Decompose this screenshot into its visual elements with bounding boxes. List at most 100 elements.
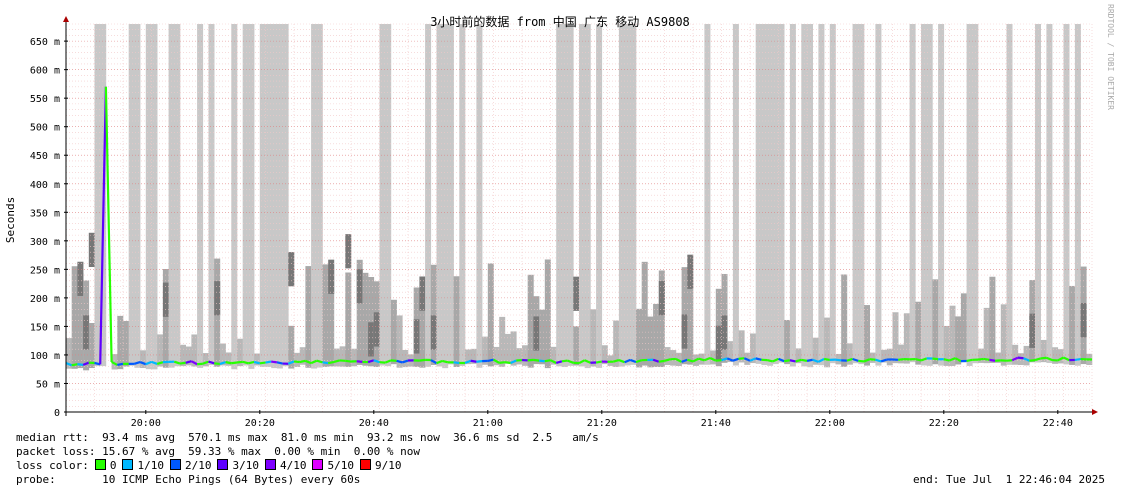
smoke-band	[658, 270, 665, 368]
median-segment	[117, 362, 124, 367]
smoke-band	[231, 24, 238, 370]
smoke-band	[145, 24, 152, 370]
smoke-band	[881, 349, 888, 363]
smoke-band	[641, 261, 648, 366]
median-segment	[287, 360, 295, 365]
median-segment	[755, 357, 762, 361]
median-segment	[464, 359, 472, 364]
smoke-band	[328, 264, 335, 367]
median-segment	[801, 358, 808, 362]
smoke-band	[305, 266, 312, 368]
median-segment	[789, 359, 796, 363]
smoke-band-dark	[687, 254, 694, 289]
smoke-band	[539, 309, 546, 365]
median-segment	[595, 360, 602, 364]
loss-swatch	[94, 459, 106, 470]
y-tick-label: 550 m	[30, 94, 60, 105]
y-tick-label: 600 m	[30, 66, 60, 77]
smoke-band	[254, 353, 261, 366]
median-segment	[743, 357, 751, 362]
smoke-band	[727, 341, 734, 363]
x-tick-label: 21:20	[587, 418, 617, 429]
median-segment	[846, 357, 853, 362]
loss-swatch-label: 1/10	[137, 459, 164, 472]
median-segment	[726, 357, 734, 362]
packet-loss-stats: packet loss: 15.67 % avg 59.33 % max 0.0…	[16, 445, 420, 458]
median-segment	[675, 357, 683, 363]
smoke-band	[807, 24, 813, 368]
median-segment	[863, 358, 871, 363]
smoke-band	[921, 24, 927, 366]
median-segment	[196, 362, 203, 366]
median-segment	[1029, 359, 1036, 362]
loss-swatch-label: 4/10	[279, 459, 307, 472]
smoke-band-dark	[373, 312, 380, 347]
smoke-band	[710, 350, 717, 365]
median-segment	[766, 359, 774, 363]
smoke-band-dark	[162, 282, 169, 317]
smoke-band	[869, 352, 876, 363]
median-segment	[852, 357, 859, 362]
smoke-band-dark	[345, 234, 352, 269]
x-tick-label: 20:20	[245, 418, 275, 429]
end-time: end: Tue Jul 1 22:46:04 2025	[912, 473, 1105, 486]
median-segment	[538, 359, 545, 363]
x-tick-label: 22:00	[815, 418, 845, 429]
median-segment	[65, 361, 73, 367]
smoke-band	[550, 346, 557, 365]
smoke-band	[71, 266, 78, 369]
median-segment	[236, 360, 243, 364]
median-segment	[806, 358, 813, 362]
median-segment	[692, 357, 700, 363]
median-segment	[436, 359, 443, 365]
smoke-band	[544, 259, 551, 369]
x-tick-label: 21:40	[701, 418, 731, 429]
smoke-band-dark	[413, 319, 420, 354]
smoke-band	[322, 264, 329, 367]
smoke-band	[476, 24, 483, 368]
median-segment	[499, 361, 506, 364]
smoke-band	[864, 305, 870, 366]
smoke-band	[687, 272, 694, 365]
smoke-band	[276, 24, 283, 369]
smoke-band	[385, 24, 392, 367]
median-segment	[219, 361, 226, 365]
smoke-band	[909, 24, 916, 363]
smoke-band	[772, 24, 779, 365]
smoke-band	[237, 338, 243, 367]
median-segment	[248, 360, 255, 365]
median-segment	[749, 357, 757, 362]
median-segment	[1023, 357, 1030, 362]
smoke-band	[219, 343, 226, 366]
loss-swatch-label: 5/10	[327, 459, 354, 472]
smoke-band	[1052, 347, 1059, 364]
median-segment	[276, 361, 283, 365]
smoke-band	[647, 316, 654, 368]
median-segment	[880, 358, 888, 363]
median-segment	[1057, 356, 1065, 362]
median-rtt-stats: median rtt: 93.4 ms avg 570.1 ms max 81.…	[16, 431, 599, 444]
smoke-band	[442, 24, 449, 369]
median-segment	[190, 360, 198, 366]
median-segment	[1034, 357, 1042, 362]
watermark: RRDTOOL / TOBI OETIKER	[1106, 4, 1115, 110]
smoke-band-dark	[715, 325, 722, 360]
y-tick-label: 100 m	[30, 351, 60, 362]
smoke-band	[396, 315, 403, 368]
median-segment	[202, 360, 209, 365]
smoke-band	[983, 307, 990, 364]
median-segment	[322, 361, 329, 365]
axes	[63, 16, 1098, 416]
smoke-band	[311, 24, 318, 369]
smoke-band-dark	[83, 315, 90, 350]
smoke-band	[926, 24, 933, 366]
median-segment	[1074, 357, 1081, 362]
smoke-band	[162, 269, 169, 368]
smoke-band	[117, 315, 124, 370]
smoke-band	[299, 347, 306, 365]
median-segment	[104, 86, 113, 362]
smoke-band	[510, 331, 517, 366]
smoke-band	[949, 305, 956, 366]
smoke-band	[915, 301, 922, 365]
smoke-band	[755, 24, 762, 364]
